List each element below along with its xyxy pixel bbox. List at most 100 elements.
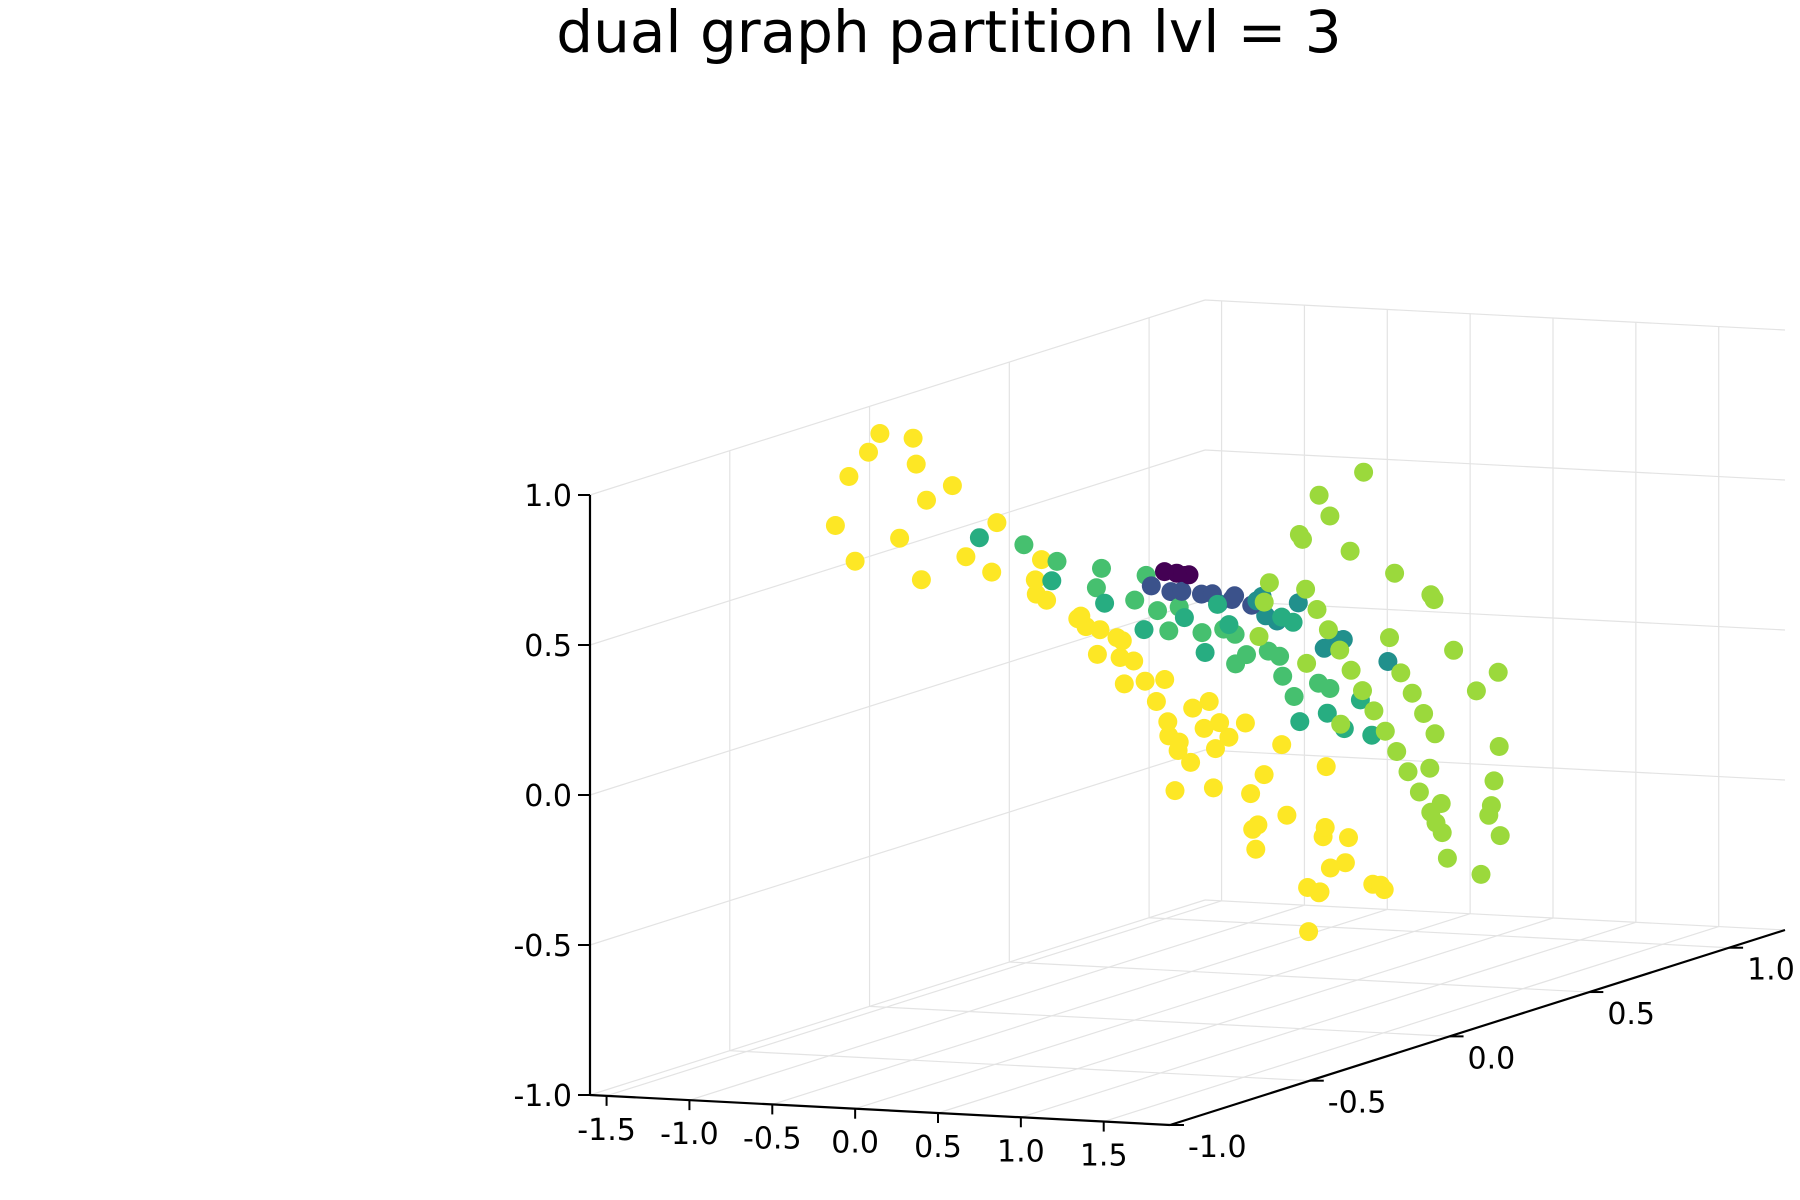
data-point xyxy=(1169,732,1189,752)
data-point xyxy=(1354,462,1374,482)
data-point xyxy=(969,528,989,548)
data-point xyxy=(1095,593,1115,613)
data-point xyxy=(1316,757,1336,777)
data-point xyxy=(1047,551,1067,571)
data-point xyxy=(1237,645,1256,665)
data-point xyxy=(1165,781,1185,801)
grid-line-back-z xyxy=(1204,749,1786,781)
data-point xyxy=(825,516,845,535)
grid-line-floor-y xyxy=(729,1050,1310,1082)
x-tick-label: 0.5 xyxy=(914,1130,962,1165)
data-point xyxy=(1488,662,1508,682)
y-tick-label: 1.0 xyxy=(1747,953,1795,988)
data-point xyxy=(1466,681,1486,701)
data-point xyxy=(1331,714,1351,734)
grid-line-floor-x xyxy=(689,904,1305,1101)
data-point xyxy=(1484,771,1504,791)
data-point xyxy=(942,476,962,496)
data-point xyxy=(1398,762,1418,782)
data-point xyxy=(1114,674,1134,694)
data-point xyxy=(1378,652,1398,671)
data-point xyxy=(1444,640,1464,660)
data-point xyxy=(1158,712,1178,732)
grid-line-side-z xyxy=(589,899,1206,1096)
data-point xyxy=(1385,563,1405,583)
data-point xyxy=(1375,721,1395,741)
data-point xyxy=(1309,673,1328,693)
grid-line-floor-x xyxy=(1020,921,1637,1118)
x-tick-label: -1.5 xyxy=(577,1113,636,1148)
data-point xyxy=(1297,653,1317,673)
grid-line-floor-y xyxy=(869,1005,1450,1037)
data-point xyxy=(1112,631,1132,651)
data-point xyxy=(1277,805,1297,825)
data-point xyxy=(1364,701,1384,721)
grid-line-back-z xyxy=(1204,899,1786,931)
grid-line-back-z xyxy=(1204,449,1786,481)
data-point xyxy=(917,490,936,510)
x-tick-label: -0.5 xyxy=(743,1121,802,1156)
data-point xyxy=(982,562,1002,582)
data-point xyxy=(839,467,859,486)
data-point xyxy=(1391,663,1411,683)
data-point xyxy=(1330,640,1350,660)
data-point xyxy=(1146,692,1166,711)
z-tick-label: 0.0 xyxy=(524,779,572,814)
data-point xyxy=(1296,579,1316,599)
data-point xyxy=(1425,724,1445,744)
data-point xyxy=(1159,621,1179,641)
y-tick-label: 0.5 xyxy=(1607,997,1655,1032)
data-point xyxy=(1340,541,1360,561)
z-tick-label: 1.0 xyxy=(524,479,572,514)
points-layer xyxy=(825,424,1510,942)
data-point xyxy=(1320,858,1340,878)
data-point xyxy=(906,454,926,474)
data-point xyxy=(1183,698,1203,718)
data-point xyxy=(1256,606,1276,626)
y-axis-line xyxy=(1169,928,1786,1127)
data-point xyxy=(1290,712,1310,732)
data-point xyxy=(1272,607,1292,627)
data-point xyxy=(1246,839,1266,859)
data-point xyxy=(1210,713,1230,733)
data-point xyxy=(1254,592,1274,612)
data-point xyxy=(1409,782,1429,802)
data-point xyxy=(1090,620,1110,640)
data-point xyxy=(1037,590,1057,610)
chart-title: dual graph partition lvl = 3 xyxy=(556,0,1341,66)
data-point xyxy=(1489,737,1509,756)
data-point xyxy=(1258,641,1278,661)
data-point xyxy=(1208,594,1227,614)
data-point xyxy=(1402,683,1422,703)
data-point xyxy=(1431,794,1451,813)
data-point xyxy=(903,428,923,448)
data-point xyxy=(1135,671,1155,691)
data-point xyxy=(1299,922,1319,942)
grid-line-back-z xyxy=(1204,299,1786,331)
data-point xyxy=(1241,784,1261,804)
y-tick-label: -0.5 xyxy=(1328,1086,1387,1121)
data-point xyxy=(1225,586,1245,606)
data-point xyxy=(1134,620,1154,640)
data-point xyxy=(1141,576,1161,596)
data-point xyxy=(890,528,910,548)
data-point xyxy=(1320,506,1340,526)
data-point xyxy=(1125,590,1145,610)
data-point xyxy=(956,547,976,567)
data-point xyxy=(1309,485,1329,505)
data-point xyxy=(1353,681,1372,701)
data-point xyxy=(859,442,878,462)
grid-line-floor-y xyxy=(1149,917,1730,949)
data-point xyxy=(1371,875,1391,895)
data-point xyxy=(1014,535,1034,555)
data-point xyxy=(1420,758,1440,778)
grid-line-floor-x xyxy=(854,913,1471,1110)
data-point xyxy=(1339,828,1358,848)
data-point xyxy=(1206,739,1225,759)
data-point xyxy=(1235,713,1255,733)
data-point xyxy=(1174,608,1194,628)
data-point xyxy=(1471,864,1491,884)
y-tick-label: 0.0 xyxy=(1468,1041,1516,1076)
